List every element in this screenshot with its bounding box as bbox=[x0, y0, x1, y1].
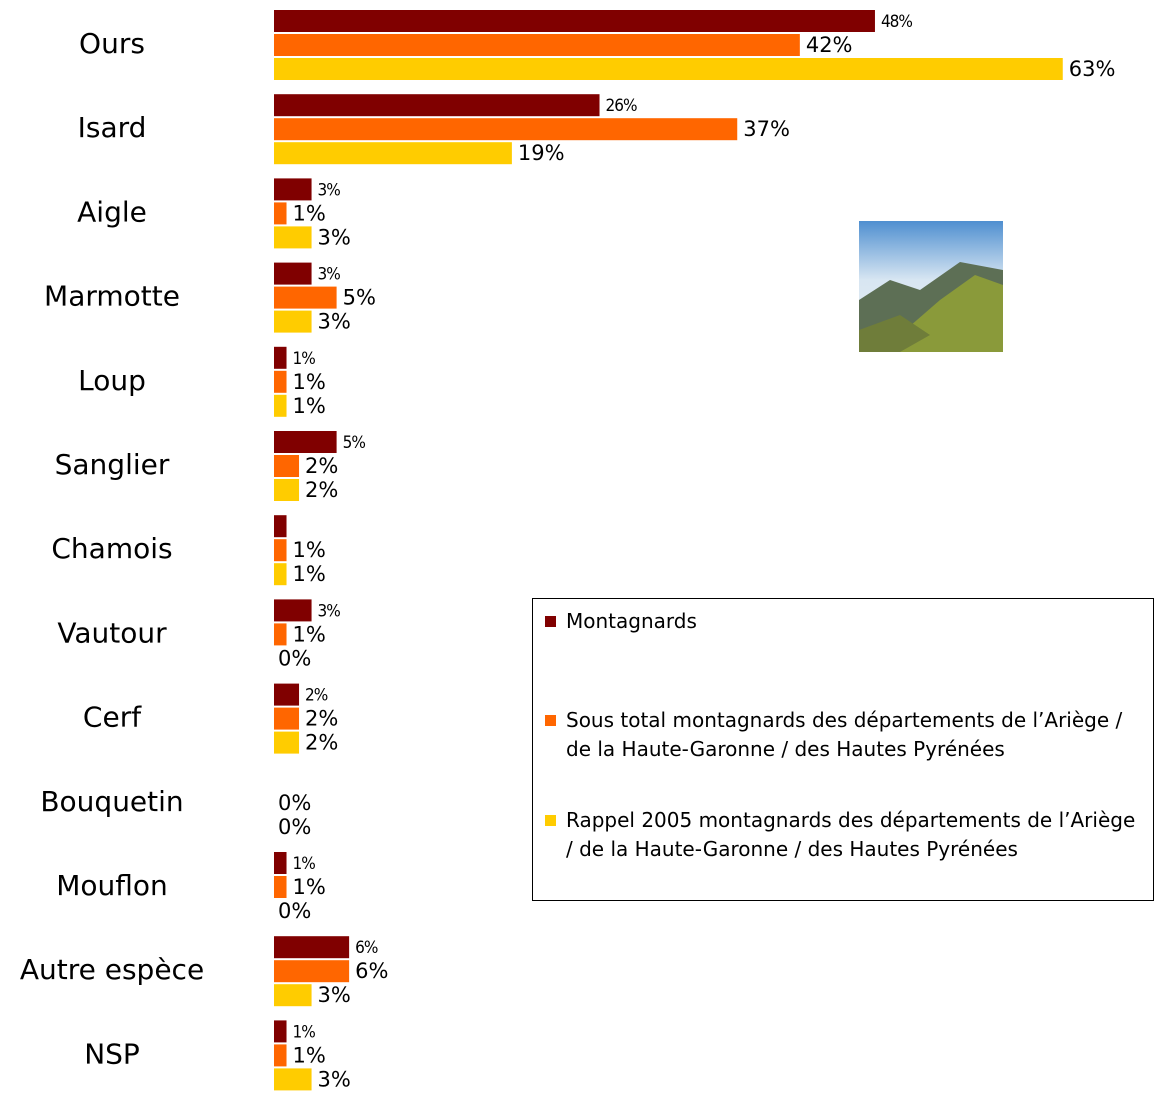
value-label: 0% bbox=[278, 899, 311, 923]
value-label: 1% bbox=[293, 394, 326, 418]
category-label: Aigle bbox=[77, 195, 147, 228]
bar bbox=[274, 936, 350, 959]
value-label: 1% bbox=[293, 622, 326, 646]
value-label: 2% bbox=[305, 478, 338, 502]
bar bbox=[274, 58, 1063, 80]
value-label: 63% bbox=[1069, 57, 1116, 81]
value-label: 1% bbox=[293, 562, 326, 586]
bar bbox=[274, 118, 738, 141]
bar bbox=[274, 563, 287, 586]
category-label: Cerf bbox=[83, 701, 142, 734]
bar bbox=[274, 707, 300, 730]
bar bbox=[274, 599, 312, 622]
category-label: Mouflon bbox=[56, 869, 168, 902]
value-label: 1% bbox=[293, 349, 316, 369]
category-label: Marmotte bbox=[44, 280, 180, 313]
value-label: 3% bbox=[318, 1067, 351, 1091]
bar bbox=[274, 310, 312, 333]
value-label: 2% bbox=[305, 454, 338, 478]
bar bbox=[274, 142, 512, 165]
bar bbox=[274, 431, 337, 453]
category-label: Chamois bbox=[51, 532, 172, 565]
value-label: 6% bbox=[355, 959, 388, 983]
bar bbox=[274, 1020, 287, 1043]
bar bbox=[274, 394, 287, 417]
value-label: 42% bbox=[806, 33, 853, 57]
category-label: Sanglier bbox=[55, 448, 170, 481]
bar bbox=[274, 852, 287, 874]
bar bbox=[274, 262, 312, 285]
value-label: 1% bbox=[293, 854, 316, 874]
value-label: 26% bbox=[606, 96, 637, 116]
legend-label: Rappel 2005 montagnards des départements… bbox=[566, 808, 1136, 861]
bar bbox=[274, 178, 312, 201]
category-label: Autre espèce bbox=[20, 953, 204, 986]
bar bbox=[274, 960, 350, 983]
bar bbox=[274, 1068, 312, 1091]
photo bbox=[859, 221, 1003, 352]
value-label: 1% bbox=[293, 370, 326, 394]
value-label: 1% bbox=[293, 875, 326, 899]
legend-label: Montagnards bbox=[566, 609, 697, 633]
value-label: 5% bbox=[343, 286, 376, 310]
value-label: 48% bbox=[881, 12, 912, 32]
bar bbox=[274, 286, 337, 309]
value-label: 2% bbox=[305, 707, 338, 731]
bar bbox=[274, 346, 287, 369]
bar bbox=[274, 731, 300, 754]
value-label: 3% bbox=[318, 180, 341, 200]
value-label: 5% bbox=[343, 433, 366, 453]
value-label: 3% bbox=[318, 601, 341, 621]
value-label: 19% bbox=[518, 141, 565, 165]
bar bbox=[274, 623, 287, 646]
value-label: 0% bbox=[278, 646, 311, 670]
bar bbox=[274, 455, 300, 477]
bar bbox=[274, 1044, 287, 1067]
value-label: 1% bbox=[293, 538, 326, 562]
value-label: 2% bbox=[305, 686, 328, 706]
bar bbox=[274, 370, 287, 393]
value-label: 3% bbox=[318, 265, 341, 285]
bar bbox=[274, 226, 312, 249]
value-label: 0% bbox=[278, 791, 311, 815]
category-label: Loup bbox=[78, 364, 146, 397]
value-label: 1% bbox=[293, 201, 326, 225]
bar bbox=[274, 683, 300, 706]
bar bbox=[274, 515, 287, 538]
value-label: 6% bbox=[355, 938, 378, 958]
legend-entry: Rappel 2005 montagnards des départements… bbox=[545, 806, 1145, 864]
bar bbox=[274, 202, 287, 225]
category-label: NSP bbox=[84, 1037, 140, 1070]
value-label: 37% bbox=[743, 117, 790, 141]
legend-swatch bbox=[545, 715, 556, 726]
bar bbox=[274, 94, 600, 117]
value-label: 3% bbox=[318, 983, 351, 1007]
value-label: 3% bbox=[318, 225, 351, 249]
legend-swatch bbox=[545, 815, 556, 826]
legend: Montagnards Sous total montagnards des dé… bbox=[532, 598, 1154, 901]
value-label: 3% bbox=[318, 310, 351, 334]
bar bbox=[274, 34, 800, 56]
bar bbox=[274, 10, 875, 32]
category-label: Bouquetin bbox=[40, 785, 183, 818]
category-label: Ours bbox=[79, 27, 145, 60]
bar bbox=[274, 876, 287, 898]
value-label: 1% bbox=[293, 1043, 326, 1067]
bar bbox=[274, 984, 312, 1007]
legend-entry: Montagnards bbox=[545, 607, 1145, 636]
legend-entry: Sous total montagnards des départements … bbox=[545, 706, 1145, 764]
legend-label: Sous total montagnards des départements … bbox=[566, 708, 1123, 761]
legend-swatch bbox=[545, 616, 556, 627]
bar bbox=[274, 539, 287, 562]
bar bbox=[274, 479, 300, 501]
category-label: Vautour bbox=[57, 616, 167, 649]
value-label: 1% bbox=[293, 1022, 316, 1042]
category-label: Isard bbox=[78, 111, 147, 144]
value-label: 0% bbox=[278, 815, 311, 839]
value-label: 2% bbox=[305, 731, 338, 755]
